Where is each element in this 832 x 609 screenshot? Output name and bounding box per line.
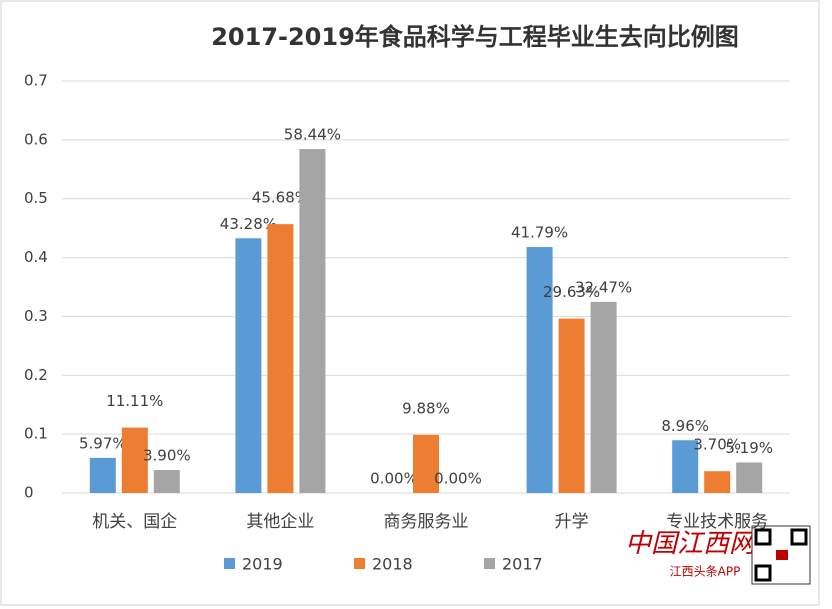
value-label: 0.00% — [434, 470, 482, 488]
qr-code — [751, 525, 811, 585]
bar — [235, 238, 262, 493]
bar — [413, 434, 439, 493]
value-label: 43.28% — [220, 215, 277, 233]
x-tick-label: 其他企业 — [246, 512, 314, 532]
value-label: 32.47% — [575, 278, 632, 296]
bar — [299, 149, 326, 493]
watermark-app: 江西头条APP — [670, 565, 741, 579]
bar — [121, 427, 148, 493]
bar — [267, 224, 294, 493]
value-label: 0.00% — [370, 470, 418, 488]
legend-label: 2017 — [502, 555, 543, 574]
x-tick-label: 升学 — [555, 512, 589, 532]
value-label: 5.19% — [725, 439, 773, 457]
x-tick-label: 商务服务业 — [384, 512, 469, 532]
value-label: 41.79% — [511, 224, 568, 242]
value-label: 45.68% — [252, 189, 309, 207]
value-label: 29.63% — [543, 283, 600, 301]
bar — [526, 247, 553, 493]
value-label: 8.96% — [661, 417, 709, 435]
bar — [736, 462, 763, 493]
legend-label: 2018 — [372, 555, 413, 574]
y-tick-label: 0 — [24, 484, 34, 502]
bar — [153, 470, 180, 493]
y-tick-label: 0.2 — [24, 366, 48, 384]
value-label: 9.88% — [402, 399, 450, 417]
x-tick-label: 专业技术服务 — [666, 512, 768, 532]
watermark-logo: 中国江西网 — [625, 529, 758, 559]
value-label: 5.97% — [79, 434, 127, 452]
chart-title: 2017-2019年食品科学与工程毕业生去向比例图 — [211, 23, 739, 51]
value-label: 58.44% — [284, 126, 341, 144]
bar — [704, 471, 731, 493]
legend-swatch — [224, 558, 235, 569]
legend-swatch — [354, 558, 365, 569]
bar — [590, 301, 617, 493]
y-tick-label: 0.7 — [24, 72, 48, 90]
y-tick-label: 0.4 — [24, 248, 48, 266]
legend-swatch — [484, 558, 495, 569]
y-tick-label: 0.3 — [24, 307, 48, 325]
bar — [558, 318, 585, 493]
y-tick-label: 0.1 — [24, 425, 48, 443]
bar — [89, 457, 116, 493]
bar — [672, 440, 699, 493]
value-label: 11.11% — [106, 392, 163, 410]
y-tick-label: 0.5 — [24, 189, 48, 207]
x-tick-label: 机关、国企 — [92, 512, 177, 532]
value-label: 3.90% — [143, 447, 191, 465]
value-label: 3.70% — [693, 436, 741, 454]
legend-label: 2019 — [242, 555, 283, 574]
y-tick-label: 0.6 — [24, 130, 48, 148]
